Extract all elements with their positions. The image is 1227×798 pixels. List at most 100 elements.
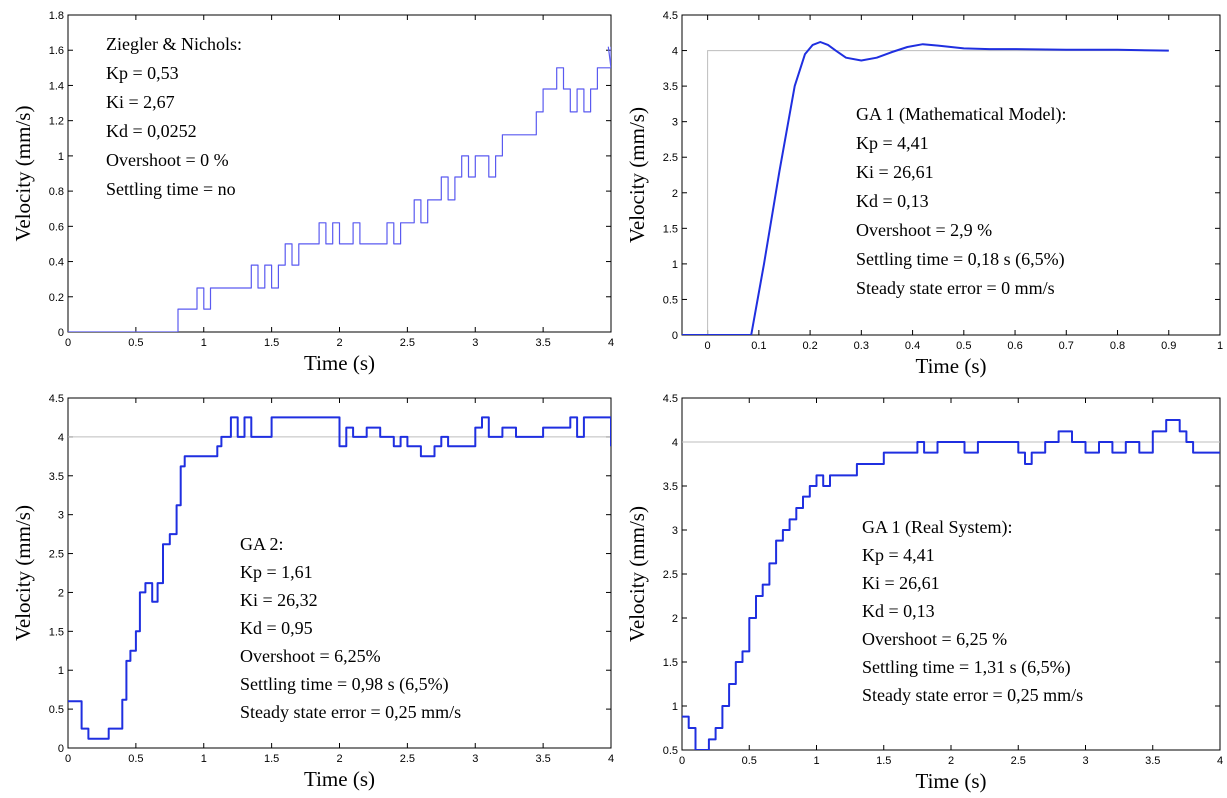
chart-3: 0 0.5 1 1.5 2 2.5 3 3.5 4 0 0.5 1 1.5 2 2.5 3 3.5 4 4.5 Tim… xyxy=(11,393,614,791)
y-tick-label: 0.5 xyxy=(663,294,678,306)
y-tick-label: 0.8 xyxy=(49,186,64,198)
y-tick-label: 4.5 xyxy=(663,10,678,22)
y-tick-label: 0 xyxy=(672,330,678,342)
x-tick-label: 0.1 xyxy=(751,340,766,352)
x-tick-label: 0.2 xyxy=(802,340,817,352)
x-tick-label: 0 xyxy=(679,755,685,767)
x-tick-label: 1.5 xyxy=(264,337,279,349)
y-tick-label: 0 xyxy=(58,743,64,755)
x-tick-label: 1 xyxy=(813,755,819,767)
annotation-line: GA 1 (Real System): xyxy=(862,517,1013,538)
annotation-line: Overshoot = 2,9 % xyxy=(856,220,992,240)
x-tick-label: 3.5 xyxy=(535,753,550,765)
x-tick-label: 0.7 xyxy=(1059,340,1074,352)
y-tick-label: 3 xyxy=(672,117,678,129)
y-tick-label: 2.5 xyxy=(663,569,678,581)
plot-area xyxy=(681,14,1221,336)
x-tick-label: 2 xyxy=(336,753,342,765)
plot-area xyxy=(681,397,1221,751)
x-tick-label: 3 xyxy=(1082,755,1088,767)
annotation-line: Settling time = 0,18 s (6,5%) xyxy=(856,249,1065,270)
y-tick-label: 0 xyxy=(58,327,64,339)
x-tick-label: 2.5 xyxy=(1011,755,1026,767)
y-axis-label: Velocity (mm/s) xyxy=(11,505,35,641)
x-tick-label: 0.6 xyxy=(1007,340,1022,352)
x-tick-label: 2.5 xyxy=(400,753,415,765)
x-tick-label: 0.5 xyxy=(956,340,971,352)
reference-line xyxy=(682,50,1169,335)
velocity-series-line xyxy=(682,41,1169,335)
x-tick-label: 0 xyxy=(705,340,711,352)
y-tick-label: 2.5 xyxy=(49,549,64,561)
x-tick-label: 0.8 xyxy=(1110,340,1125,352)
annotation-line: Settling time = 1,31 s (6,5%) xyxy=(862,657,1071,678)
y-tick-label: 1.6 xyxy=(49,45,64,57)
annotation-line: Kd = 0,13 xyxy=(856,191,929,211)
y-axis-label: Velocity (mm/s) xyxy=(11,106,35,242)
annotation-line: Kp = 4,41 xyxy=(856,133,929,153)
x-tick-label: 3 xyxy=(472,337,478,349)
annotation-line: Overshoot = 0 % xyxy=(106,150,229,170)
y-tick-label: 2.5 xyxy=(663,152,678,164)
annotation-line: Kp = 1,61 xyxy=(240,562,313,582)
velocity-series-line xyxy=(682,419,1220,750)
annotation-line: Kd = 0,13 xyxy=(862,601,935,621)
y-tick-label: 4 xyxy=(672,46,678,58)
x-tick-label: 3.5 xyxy=(535,337,550,349)
y-tick-label: 1.5 xyxy=(663,657,678,669)
annotation-line: GA 2: xyxy=(240,534,284,554)
annotation-line: Settling time = no xyxy=(106,179,236,199)
x-tick-label: 0.4 xyxy=(905,340,920,352)
x-axis-label: Time (s) xyxy=(916,354,987,378)
y-tick-label: 1.5 xyxy=(663,223,678,235)
annotation-line: Ziegler & Nichols: xyxy=(106,34,242,54)
y-tick-label: 3.5 xyxy=(663,81,678,93)
annotation-line: Steady state error = 0 mm/s xyxy=(856,278,1055,298)
annotation-line: Kd = 0,95 xyxy=(240,618,313,638)
y-tick-label: 1.5 xyxy=(49,626,64,638)
y-tick-label: 1.4 xyxy=(49,80,64,92)
velocity-series-line xyxy=(68,46,611,332)
y-tick-label: 3.5 xyxy=(49,471,64,483)
x-tick-label: 1 xyxy=(201,337,207,349)
y-tick-label: 1.2 xyxy=(49,116,64,128)
annotation-line: Ki = 26,32 xyxy=(240,590,318,610)
x-tick-label: 0.5 xyxy=(128,753,143,765)
annotation-line: Steady state error = 0,25 mm/s xyxy=(240,702,461,722)
y-axis-label: Velocity (mm/s) xyxy=(625,506,649,642)
y-tick-label: 4 xyxy=(672,437,678,449)
y-tick-label: 3 xyxy=(58,510,64,522)
y-tick-label: 2 xyxy=(672,613,678,625)
y-tick-label: 3.5 xyxy=(663,481,678,493)
y-tick-label: 1 xyxy=(672,259,678,271)
y-tick-label: 2 xyxy=(672,188,678,200)
y-tick-label: 1.8 xyxy=(49,10,64,22)
y-axis-label: Velocity (mm/s) xyxy=(625,107,649,243)
plot-area xyxy=(67,397,612,749)
x-tick-label: 4 xyxy=(608,753,614,765)
y-tick-label: 1 xyxy=(58,151,64,163)
x-tick-label: 1.5 xyxy=(264,753,279,765)
chart-4: 0 0.5 1 1.5 2 2.5 3 3.5 40.511.522.533.544.5Time… xyxy=(625,393,1223,793)
y-tick-label: 3 xyxy=(672,525,678,537)
x-axis-label: Time (s) xyxy=(304,351,375,375)
y-tick-label: 4.5 xyxy=(663,393,678,405)
y-tick-label: 2 xyxy=(58,587,64,599)
x-tick-label: 0 xyxy=(65,753,71,765)
annotation-line: Steady state error = 0,25 mm/s xyxy=(862,685,1083,705)
x-tick-label: 1.5 xyxy=(876,755,891,767)
annotation-line: Overshoot = 6,25% xyxy=(240,646,381,666)
x-tick-label: 2.5 xyxy=(400,337,415,349)
y-tick-label: 0.2 xyxy=(49,292,64,304)
annotation-line: Kp = 0,53 xyxy=(106,63,179,83)
chart-2: 0 0.1 0.2 0.3 0.4 0.5 0.6 0.7 0.8 0.9 1 0 0.5 1 1.5 2 2.… xyxy=(625,10,1223,378)
velocity-series-line xyxy=(68,416,611,740)
annotation-line: Ki = 2,67 xyxy=(106,92,175,112)
x-tick-label: 1 xyxy=(1217,340,1223,352)
x-tick-label: 0.5 xyxy=(742,755,757,767)
y-tick-label: 1 xyxy=(58,665,64,677)
y-tick-label: 0.6 xyxy=(49,221,64,233)
velocity-series-line xyxy=(607,46,611,68)
y-tick-label: 1 xyxy=(672,701,678,713)
